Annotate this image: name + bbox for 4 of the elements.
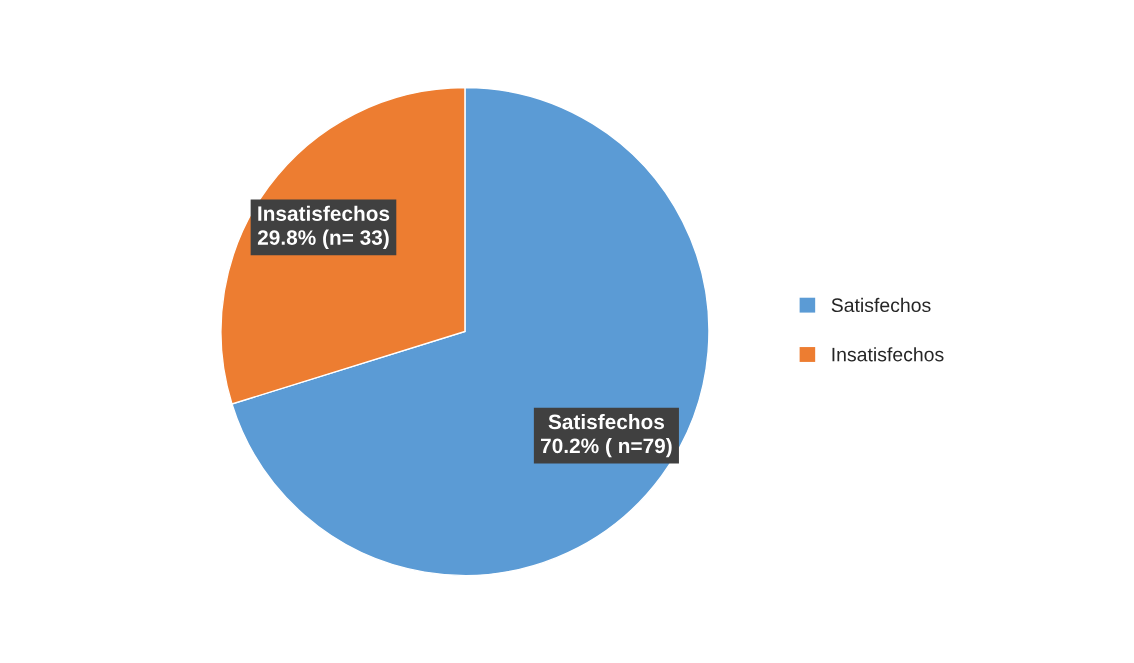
legend-label: Satisfechos — [831, 297, 931, 313]
data-label: Insatisfechos 29.8% (n= 33) — [257, 205, 390, 250]
legend-label: Insatisfechos — [832, 347, 944, 362]
data-label: Satisfechos 70.2% ( n=79) — [541, 413, 672, 458]
